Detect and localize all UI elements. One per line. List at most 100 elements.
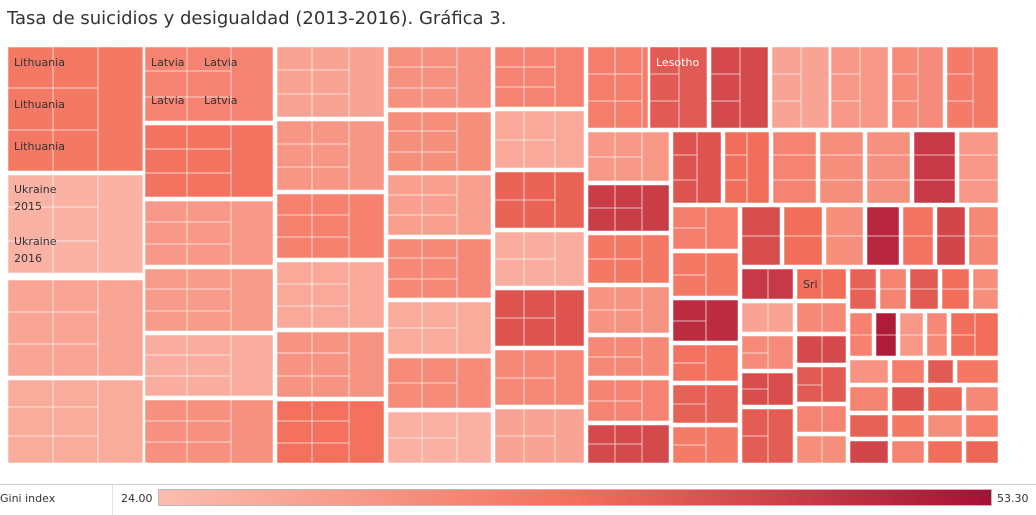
treemap-group[interactable] — [274, 329, 387, 400]
treemap-cell[interactable] — [647, 46, 710, 131]
treemap-group[interactable] — [847, 357, 891, 386]
treemap-cell[interactable] — [274, 118, 387, 193]
treemap-cell[interactable] — [585, 377, 672, 424]
treemap-cell[interactable] — [889, 412, 927, 440]
treemap-cell[interactable] — [142, 198, 276, 268]
treemap-cell[interactable] — [739, 266, 796, 302]
treemap-group[interactable] — [794, 364, 849, 405]
treemap-group[interactable] — [274, 46, 387, 120]
treemap-cell[interactable] — [889, 438, 927, 464]
treemap-group[interactable] — [769, 46, 832, 131]
treemap-cell[interactable] — [739, 300, 796, 335]
treemap-cell[interactable] — [925, 412, 965, 440]
treemap-group[interactable] — [954, 357, 999, 386]
treemap-group[interactable] — [739, 204, 783, 268]
treemap-group[interactable] — [142, 397, 276, 464]
treemap-group[interactable] — [492, 347, 587, 408]
treemap-group[interactable] — [963, 384, 999, 414]
treemap-group[interactable] — [877, 266, 909, 312]
treemap-cell[interactable] — [708, 46, 771, 131]
treemap-cell[interactable] — [274, 259, 387, 331]
treemap-cell[interactable] — [944, 46, 999, 131]
treemap-group[interactable] — [889, 46, 946, 131]
treemap-group[interactable] — [911, 129, 958, 206]
treemap-cell[interactable] — [492, 46, 587, 110]
treemap-group[interactable] — [385, 172, 494, 238]
treemap-group[interactable] — [492, 169, 587, 231]
treemap-cell[interactable] — [925, 357, 956, 386]
treemap-group[interactable] — [739, 333, 796, 372]
treemap-cell[interactable] — [274, 398, 387, 464]
treemap-cell[interactable] — [889, 357, 927, 386]
treemap-cell[interactable] — [925, 384, 965, 414]
treemap-group[interactable] — [670, 204, 741, 252]
treemap-cell[interactable] — [385, 409, 494, 464]
treemap-group[interactable] — [739, 266, 796, 302]
treemap-cell[interactable] — [770, 129, 819, 206]
treemap-group[interactable] — [142, 332, 276, 399]
treemap-group[interactable] — [585, 232, 672, 286]
treemap-cell[interactable] — [142, 397, 276, 464]
treemap-group[interactable] — [670, 424, 741, 464]
treemap-cell[interactable] — [769, 46, 832, 131]
treemap-group[interactable] — [770, 129, 819, 206]
treemap-group[interactable] — [925, 412, 965, 440]
treemap-cell[interactable] — [794, 364, 849, 405]
treemap-cell[interactable] — [925, 438, 965, 464]
treemap-cell[interactable] — [847, 357, 891, 386]
treemap-cell[interactable] — [794, 403, 849, 435]
treemap-group[interactable] — [739, 300, 796, 335]
treemap-cell[interactable] — [385, 109, 494, 174]
treemap-cell[interactable] — [142, 266, 276, 334]
treemap-group[interactable] — [142, 266, 276, 334]
treemap-cell[interactable] — [7, 377, 146, 464]
treemap-group[interactable] — [847, 266, 879, 312]
treemap-group[interactable] — [873, 310, 899, 359]
treemap-group[interactable] — [142, 122, 276, 200]
treemap-group[interactable]: Latvia Latvia Latvia Latvia — [142, 46, 276, 124]
treemap-cell[interactable] — [385, 236, 494, 301]
treemap-group[interactable] — [817, 129, 866, 206]
treemap-cell[interactable] — [963, 384, 999, 414]
treemap-group[interactable] — [963, 412, 999, 440]
treemap-group[interactable] — [722, 129, 772, 206]
treemap-group[interactable] — [585, 377, 672, 424]
treemap-cell[interactable] — [385, 172, 494, 238]
treemap-cell[interactable] — [142, 46, 276, 124]
treemap-cell[interactable] — [794, 300, 849, 335]
treemap-group[interactable] — [670, 129, 724, 206]
treemap-cell[interactable] — [585, 334, 672, 379]
treemap-group[interactable]: Sri — [794, 266, 849, 302]
treemap-group[interactable] — [925, 357, 956, 386]
treemap-cell[interactable] — [794, 433, 849, 464]
treemap-group[interactable] — [385, 46, 494, 111]
treemap-cell[interactable] — [142, 122, 276, 200]
treemap-group[interactable] — [385, 236, 494, 301]
treemap-group[interactable] — [385, 109, 494, 174]
treemap-group[interactable] — [385, 409, 494, 464]
treemap-cell[interactable] — [948, 310, 999, 359]
treemap-group[interactable] — [828, 46, 891, 131]
treemap-group[interactable] — [847, 438, 891, 464]
treemap-cell[interactable] — [274, 191, 387, 261]
treemap-group[interactable] — [585, 182, 672, 234]
treemap-group[interactable] — [889, 412, 927, 440]
treemap-group[interactable] — [7, 377, 146, 464]
treemap-cell[interactable] — [847, 310, 875, 359]
treemap-cell[interactable] — [873, 310, 899, 359]
treemap-cell[interactable] — [963, 438, 999, 464]
treemap-group[interactable] — [585, 284, 672, 336]
treemap-cell[interactable] — [924, 310, 950, 359]
treemap-group[interactable] — [794, 333, 849, 366]
treemap-group[interactable] — [274, 118, 387, 193]
treemap-group[interactable] — [944, 46, 999, 131]
treemap-group[interactable] — [794, 403, 849, 435]
treemap-group[interactable] — [274, 398, 387, 464]
treemap-cell[interactable] — [585, 129, 672, 184]
treemap-cell[interactable] — [7, 172, 146, 276]
treemap-group[interactable] — [739, 370, 796, 408]
treemap-group[interactable] — [585, 422, 672, 464]
treemap-group[interactable] — [907, 266, 941, 312]
treemap-cell[interactable] — [739, 333, 796, 372]
treemap-group[interactable] — [889, 438, 927, 464]
